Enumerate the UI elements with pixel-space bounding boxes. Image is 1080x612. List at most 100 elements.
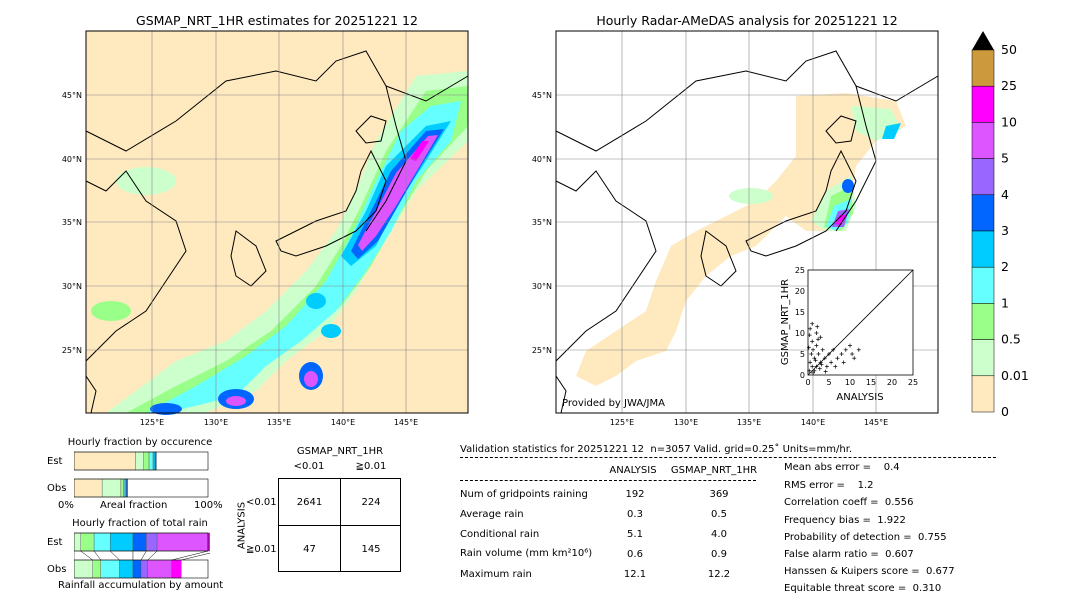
scatter-point (818, 335, 823, 340)
scatter-point (816, 337, 821, 342)
scatter-point (808, 326, 813, 331)
occurrence-axis-left: 0% (58, 500, 74, 511)
occurrence-axis-mid: Areal fraction (100, 500, 168, 511)
right-map-lat-labels: 45°N 40°N 35°N 30°N 25°N (532, 91, 552, 355)
validation-row-analysis: 0.3 (627, 509, 643, 520)
stacked-bar-segment (109, 532, 134, 552)
left-map-frame (85, 30, 469, 414)
scatter-x-tick-label: 20 (887, 378, 897, 387)
scatter-point (831, 347, 836, 352)
scatter-point (817, 366, 822, 371)
stacked-bar-segment (143, 451, 150, 471)
scatter-y-tick-label: 25 (795, 266, 805, 275)
occurrence-axis-right: 100% (194, 500, 223, 511)
stacked-bar-segment (74, 559, 93, 579)
validation-row-gsmap: 0.5 (711, 509, 727, 520)
lat-tick-label: 40°N (62, 155, 82, 164)
scatter-xlabel: ANALYSIS (836, 392, 883, 402)
lon-tick-label: 130°E (674, 418, 698, 427)
validation-col-gsmap: GSMAP_NRT_1HR (670, 465, 758, 476)
colorbar-level-label: 4 (1001, 187, 1009, 202)
scatter-point (839, 352, 844, 356)
total-rain-bars (74, 532, 210, 579)
occurrence-title: Hourly fraction by occurence (67, 437, 213, 448)
validation-table-divider (460, 480, 756, 481)
validation-row-label: Rain volume (mm km²10⁶) (460, 548, 593, 559)
scatter-point (810, 321, 815, 326)
validation-row-label: Maximum rain (460, 569, 532, 580)
stacked-bar-frame (74, 478, 209, 498)
validation-row-label: Average rain (460, 509, 524, 520)
validation-score: Mean abs error = 0.4 (784, 462, 900, 473)
left-map-grid (86, 31, 468, 413)
lon-tick-label: 125°E (610, 418, 634, 427)
stacked-bar-frame (74, 451, 209, 471)
stacked-bar-segment (126, 478, 128, 498)
right-map-title: Hourly Radar-AMeDAS analysis for 2025122… (596, 13, 898, 28)
lat-tick-label: 25°N (62, 346, 82, 355)
lon-tick-label: 140°E (331, 418, 355, 427)
scatter-x-tick-label: 5 (826, 378, 831, 387)
colorbar-swatch (971, 158, 995, 196)
scatter-point (823, 369, 828, 374)
right-map-credit: Provided by JWA/JMA (562, 398, 665, 409)
scatter-point (824, 364, 829, 369)
stacked-bar-segment (93, 532, 111, 552)
stacked-bar-segment (119, 559, 134, 579)
total-rain-link-line (181, 552, 210, 561)
scatter-point (850, 352, 855, 356)
validation-row-analysis: 0.6 (627, 549, 643, 560)
total-rain-links (74, 550, 210, 561)
scatter-point (843, 347, 848, 352)
scatter-x-tick-label: 0 (805, 378, 810, 387)
lon-tick-label: 135°E (737, 418, 761, 427)
total-rain-link-line (147, 550, 158, 561)
stacked-bar-segment (156, 532, 209, 552)
scatter-x-ticks: 0 5 10 15 20 25 (805, 378, 918, 387)
stacked-bar-segment (147, 559, 173, 579)
stacked-bar-frame (74, 532, 209, 552)
stacked-bar-segment (171, 559, 182, 579)
scatter-point (822, 356, 827, 361)
lat-tick-label: 35°N (532, 218, 552, 227)
scatter-point (814, 343, 819, 348)
lat-tick-label: 45°N (62, 91, 82, 100)
scatter-x-tick-label: 25 (908, 378, 918, 387)
validation-row-analysis: 5.1 (627, 529, 643, 540)
scatter-point (848, 343, 852, 348)
lat-tick-label: 35°N (62, 218, 82, 227)
scatter-x-tick-label: 15 (866, 378, 876, 387)
stacked-bar-segment (74, 532, 81, 552)
contingency-cell: 47 (303, 544, 316, 555)
scatter-point (813, 358, 818, 363)
validation-score: Frequency bias = 1.922 (784, 515, 906, 526)
colorbar-swatch (971, 49, 995, 87)
left-map: 125°E 130°E 135°E 140°E 145°E 45°N 40°N … (62, 30, 469, 427)
validation-row-label: Conditional rain (460, 529, 540, 540)
validation-header: Validation statistics for 20251221 12 n=… (460, 444, 853, 455)
validation-score: False alarm ratio = 0.607 (784, 549, 914, 560)
colorbar-level-label: 1 (1001, 295, 1009, 310)
contingency-col-label-1: ≧0.01 (355, 461, 387, 472)
stacked-bar-segment (120, 478, 124, 498)
contingency-cell: 145 (361, 544, 381, 555)
lat-tick-label: 40°N (532, 155, 552, 164)
scatter-point (814, 331, 819, 335)
lon-tick-label: 145°E (864, 418, 888, 427)
stacked-bar-segment (74, 451, 136, 471)
validation-col-analysis: ANALYSIS (609, 465, 657, 476)
colorbar-swatch (971, 230, 995, 268)
validation-score: Probability of detection = 0.755 (784, 532, 947, 543)
right-map-frame (555, 30, 939, 414)
validation-score: Hanssen & Kuipers score = 0.677 (784, 566, 955, 577)
colorbar-level-label: 0.01 (1001, 368, 1029, 383)
occurrence-row-obs: Obs (47, 483, 67, 494)
colorbar-swatch (971, 85, 995, 123)
colorbar-swatch (971, 303, 995, 340)
scatter-points (806, 321, 861, 375)
stacked-bar-segment (152, 451, 156, 471)
stacked-bar-segment (124, 478, 127, 498)
lat-tick-label: 25°N (532, 346, 552, 355)
colorbar-labels: 50 25 10 5 4 3 2 1 0.5 0.01 0 (1001, 42, 1029, 419)
validation-row-gsmap: 369 (709, 489, 729, 500)
